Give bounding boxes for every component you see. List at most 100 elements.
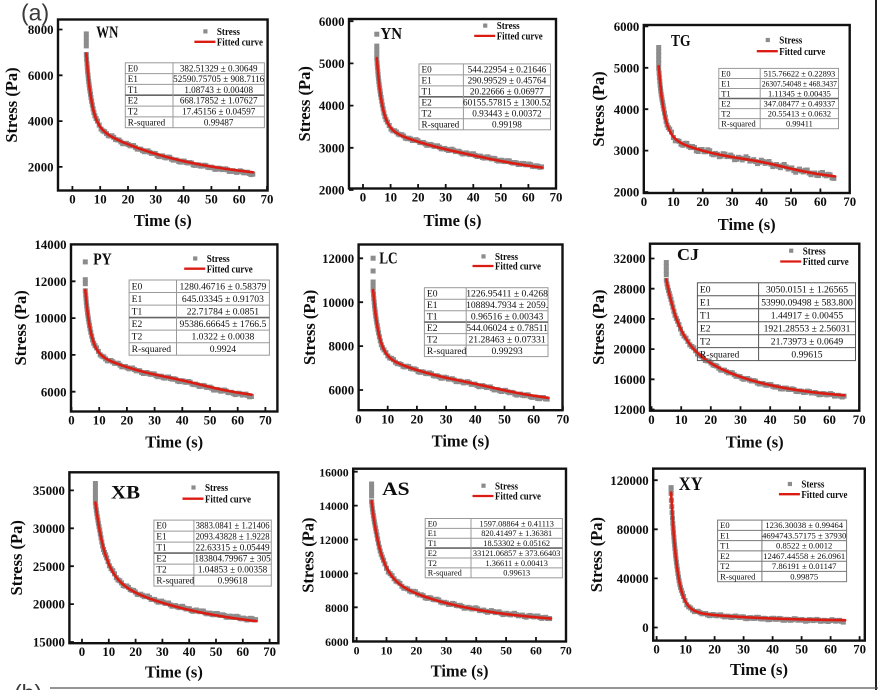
svg-text:4000: 4000 — [614, 103, 640, 117]
svg-text:20.55413 ± 0.0632: 20.55413 ± 0.0632 — [768, 110, 831, 119]
svg-text:Fitted curve: Fitted curve — [207, 264, 253, 275]
svg-text:E2: E2 — [422, 98, 433, 108]
svg-text:26307.54048 ± 468.3437: 26307.54048 ± 468.3437 — [762, 79, 837, 88]
svg-text:8000: 8000 — [28, 23, 54, 37]
svg-text:60: 60 — [530, 644, 542, 658]
svg-text:0: 0 — [68, 414, 74, 428]
svg-text:R-squared: R-squared — [720, 572, 756, 582]
svg-text:T2: T2 — [427, 335, 438, 346]
svg-text:E2: E2 — [428, 549, 437, 558]
svg-text:544.22954 ± 0.21646: 544.22954 ± 0.21646 — [468, 65, 547, 75]
svg-text:E0: E0 — [428, 519, 437, 528]
svg-text:E1: E1 — [132, 294, 143, 305]
svg-text:0.93443 ± 0.00372: 0.93443 ± 0.00372 — [472, 109, 542, 119]
svg-text:Time (s): Time (s) — [424, 211, 482, 230]
svg-text:Stress (Pa): Stress (Pa) — [589, 290, 608, 365]
svg-text:28000: 28000 — [614, 282, 646, 296]
svg-text:TG: TG — [671, 31, 691, 50]
svg-text:Time (s): Time (s) — [432, 432, 490, 451]
svg-text:XB: XB — [111, 483, 140, 504]
svg-text:E1: E1 — [721, 79, 730, 88]
svg-text:AS: AS — [382, 479, 409, 500]
svg-text:12000: 12000 — [614, 403, 646, 417]
svg-text:30: 30 — [737, 643, 750, 657]
svg-text:0: 0 — [653, 643, 659, 657]
svg-text:Time (s): Time (s) — [145, 663, 203, 682]
svg-text:0: 0 — [641, 195, 647, 209]
svg-text:10: 10 — [381, 644, 393, 658]
svg-text:70: 70 — [560, 644, 572, 658]
svg-text:T2: T2 — [132, 332, 143, 343]
svg-text:6000: 6000 — [28, 69, 54, 83]
svg-text:Fitted curve: Fitted curve — [217, 38, 263, 49]
svg-text:5000: 5000 — [319, 57, 345, 71]
svg-text:0: 0 — [360, 191, 366, 205]
svg-text:0: 0 — [648, 413, 654, 427]
svg-text:40: 40 — [183, 645, 196, 659]
svg-text:4000: 4000 — [28, 115, 54, 129]
svg-text:20: 20 — [704, 413, 717, 427]
svg-text:T1: T1 — [720, 541, 730, 551]
svg-text:60: 60 — [824, 643, 837, 657]
svg-text:183804.79967 ± 305: 183804.79967 ± 305 — [194, 554, 271, 564]
svg-text:35000: 35000 — [33, 484, 65, 498]
svg-text:30: 30 — [439, 191, 452, 205]
svg-text:12000: 12000 — [319, 533, 349, 547]
svg-text:7.86191 ± 0.01147: 7.86191 ± 0.01147 — [772, 561, 837, 571]
svg-text:12000: 12000 — [35, 275, 67, 289]
svg-text:21.73973 ± 0.0649: 21.73973 ± 0.0649 — [771, 336, 844, 347]
svg-text:15000: 15000 — [33, 636, 65, 650]
svg-text:0: 0 — [642, 621, 648, 635]
svg-text:E1: E1 — [422, 76, 433, 86]
svg-text:1.04853 ± 0.00358: 1.04853 ± 0.00358 — [198, 565, 268, 575]
svg-text:70: 70 — [263, 645, 276, 659]
svg-text:0.99875: 0.99875 — [790, 572, 818, 582]
svg-text:30: 30 — [726, 195, 739, 209]
svg-text:Time (s): Time (s) — [730, 660, 788, 679]
svg-text:Time (s): Time (s) — [145, 433, 203, 452]
svg-text:20: 20 — [122, 193, 135, 207]
svg-text:T1: T1 — [700, 311, 711, 322]
svg-text:R-squared: R-squared — [427, 346, 467, 357]
svg-text:10: 10 — [102, 645, 115, 659]
svg-text:E2: E2 — [720, 551, 730, 561]
svg-text:E0: E0 — [721, 69, 730, 78]
svg-text:16000: 16000 — [319, 465, 349, 479]
svg-text:20: 20 — [412, 191, 425, 205]
svg-text:21.28463 ± 0.07331: 21.28463 ± 0.07331 — [468, 335, 545, 346]
svg-text:Time (s): Time (s) — [718, 215, 776, 234]
svg-text:60: 60 — [231, 414, 244, 428]
svg-text:0.99198: 0.99198 — [492, 119, 522, 129]
svg-text:20: 20 — [696, 195, 709, 209]
svg-text:80000: 80000 — [617, 523, 649, 537]
svg-text:0.99613: 0.99613 — [503, 569, 530, 578]
svg-text:0.99487: 0.99487 — [204, 117, 234, 127]
svg-text:33121.06857 ± 373.66403: 33121.06857 ± 373.66403 — [473, 549, 561, 558]
svg-text:30: 30 — [149, 193, 162, 207]
svg-text:R-squared: R-squared — [428, 569, 463, 578]
svg-text:668.17852 ± 1.07627: 668.17852 ± 1.07627 — [180, 96, 258, 106]
svg-text:24000: 24000 — [614, 313, 646, 327]
svg-text:Stress (Pa): Stress (Pa) — [11, 290, 30, 365]
svg-text:1.08743 ± 0.00408: 1.08743 ± 0.00408 — [184, 85, 253, 95]
svg-text:10000: 10000 — [319, 567, 349, 581]
svg-text:53990.09498 ± 583.800: 53990.09498 ± 583.800 — [761, 298, 853, 309]
svg-text:2093.43828 ± 1.9228: 2093.43828 ± 1.9228 — [196, 532, 270, 542]
svg-text:6000: 6000 — [325, 635, 349, 649]
svg-text:20000: 20000 — [33, 598, 65, 612]
svg-text:Fitted curve: Fitted curve — [495, 262, 541, 273]
svg-text:50: 50 — [204, 414, 217, 428]
svg-text:Stress: Stress — [205, 483, 228, 494]
svg-text:60: 60 — [823, 413, 836, 427]
svg-text:E0: E0 — [700, 285, 711, 296]
svg-text:1280.46716 ± 0.58379: 1280.46716 ± 0.58379 — [179, 282, 266, 293]
svg-text:50: 50 — [495, 191, 508, 205]
svg-text:R-squared: R-squared — [422, 119, 460, 129]
svg-text:8000: 8000 — [325, 601, 349, 615]
svg-text:Fitted curve: Fitted curve — [495, 492, 541, 503]
svg-text:1.11345 ± 0.00435: 1.11345 ± 0.00435 — [768, 89, 831, 98]
svg-text:E2: E2 — [721, 99, 730, 108]
svg-text:30000: 30000 — [33, 522, 65, 536]
svg-text:E1: E1 — [428, 529, 437, 538]
svg-text:10: 10 — [384, 191, 397, 205]
